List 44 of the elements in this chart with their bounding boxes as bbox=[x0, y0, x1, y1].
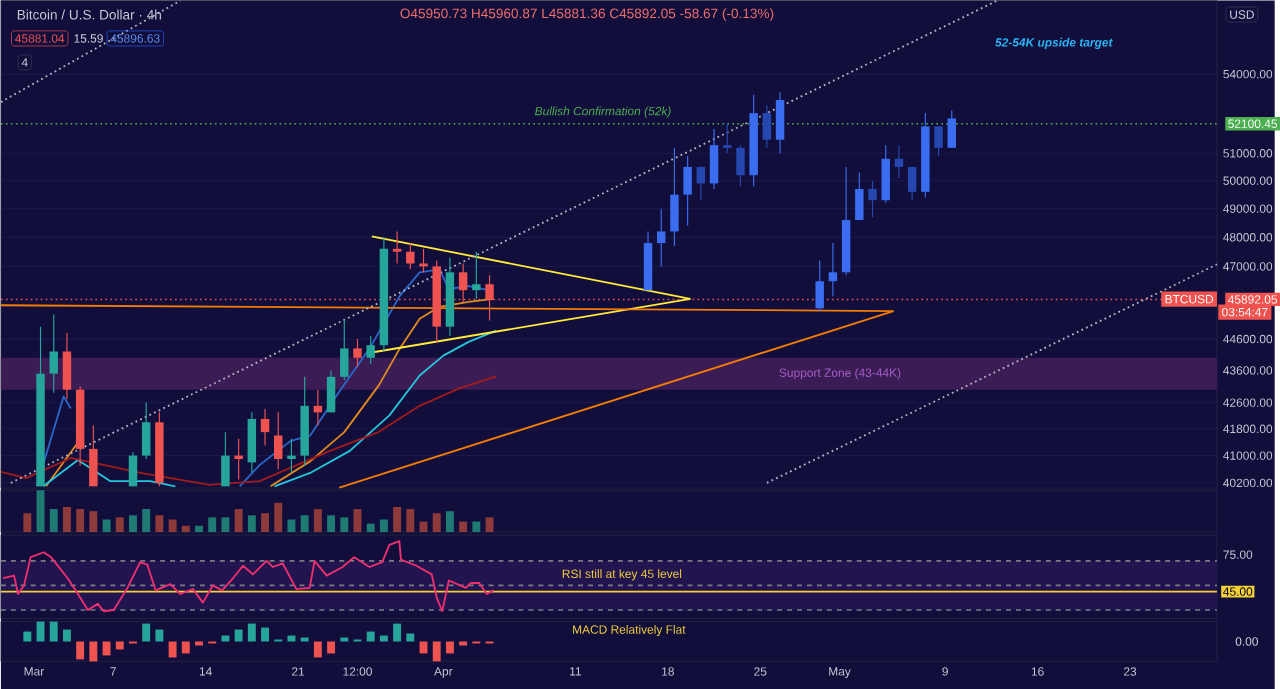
x-tick-label: 18 bbox=[662, 667, 674, 676]
text: 03:54:47 bbox=[1222, 307, 1268, 317]
x-tick-label: Apr bbox=[434, 667, 453, 678]
x-tick-label: 14 bbox=[199, 667, 212, 676]
band-label: Support Zone (43-44K) bbox=[779, 368, 901, 380]
annotation: RSI still at key 45 level bbox=[562, 569, 682, 581]
y-tick-label: 42600.00 bbox=[1223, 398, 1273, 407]
x-tick-label: 25 bbox=[754, 667, 767, 676]
annotation: Bullish Confirmation (52k) bbox=[534, 106, 671, 118]
x-tick-label: Mar bbox=[24, 667, 45, 676]
y-tick-label: 45.00 bbox=[1223, 587, 1253, 596]
x-tick-label: 23 bbox=[1124, 667, 1137, 676]
y-tick-label: 41000.00 bbox=[1223, 451, 1273, 460]
annotation: 15.59 bbox=[74, 34, 103, 43]
annotation: 45881.04 bbox=[15, 34, 65, 43]
text: 0.00 bbox=[1235, 637, 1258, 646]
text: O45950.73 H45960.87 L45881.36 C45892.05 -58.67 (-0.13%) bbox=[400, 8, 774, 21]
annotation: 4 bbox=[21, 58, 28, 67]
text: USD bbox=[1230, 10, 1254, 19]
x-tick-label: 9 bbox=[942, 667, 948, 676]
y-tick-label: 44600.00 bbox=[1223, 334, 1273, 344]
y-tick-label: 51000.00 bbox=[1223, 148, 1273, 158]
y-tick-label: 75.00 bbox=[1223, 550, 1253, 559]
x-tick-label: May bbox=[829, 667, 851, 678]
y-tick-label: 40200.00 bbox=[1223, 478, 1273, 487]
y-tick-label: 43600.00 bbox=[1223, 366, 1273, 375]
y-tick-label: 47000.00 bbox=[1223, 262, 1273, 271]
x-tick-label: 16 bbox=[1031, 667, 1044, 676]
annotation: BTCUSD bbox=[1165, 294, 1214, 304]
y-tick-label: 50000.00 bbox=[1223, 176, 1273, 185]
x-tick-label: 12:00 bbox=[343, 667, 372, 676]
y-tick-label: 49000.00 bbox=[1223, 204, 1273, 213]
x-tick-label: 21 bbox=[292, 667, 305, 676]
annotation: 45896.63 bbox=[110, 34, 160, 43]
annotation: 52-54K upside target bbox=[995, 37, 1113, 49]
y-tick-label: 41800.00 bbox=[1223, 424, 1273, 433]
ref-line-label: 52100.45 bbox=[1228, 119, 1278, 128]
x-tick-label: 7 bbox=[110, 667, 116, 676]
annotation: MACD Relatively Flat bbox=[573, 624, 686, 636]
ref-line-label: 45892.05 bbox=[1228, 295, 1278, 304]
y-tick-label: 54000.00 bbox=[1223, 69, 1273, 79]
y-tick-label: 48000.00 bbox=[1223, 232, 1273, 242]
text: Bitcoin / U.S. Dollar · 4h bbox=[17, 9, 161, 20]
x-tick-label: 11 bbox=[570, 667, 581, 676]
